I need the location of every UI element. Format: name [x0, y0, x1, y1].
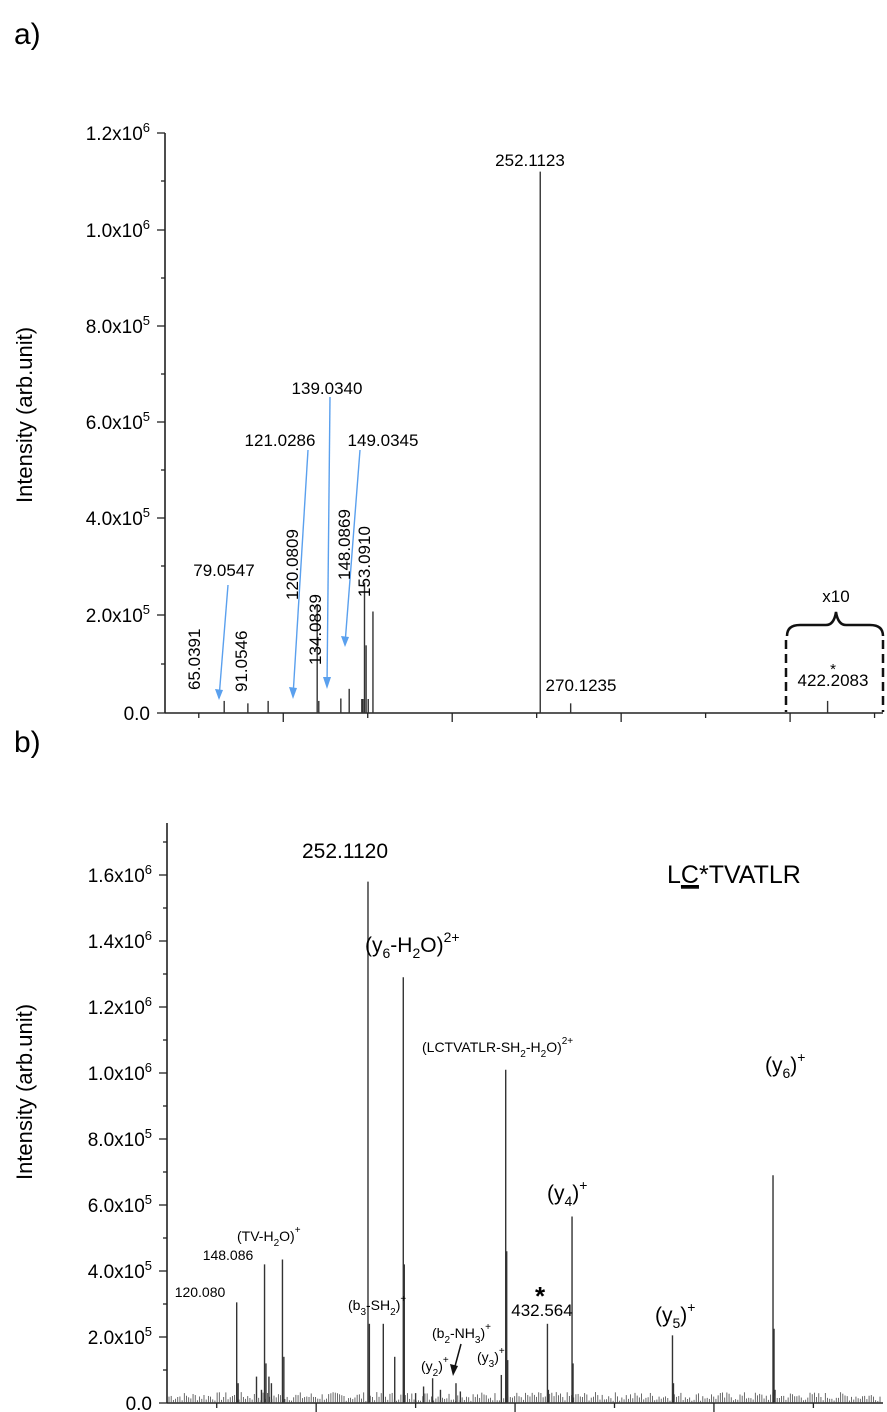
annotation-arrows-a	[215, 396, 361, 700]
peak-label-148-0869: 148.0869	[335, 509, 354, 580]
peaks-a	[223, 171, 829, 713]
star-marker-b: *	[535, 1281, 546, 1311]
peak-label-65-0391: 65.0391	[185, 629, 204, 690]
panel-label-b: b)	[14, 726, 41, 759]
peak-label-153-0910: 153.0910	[355, 526, 374, 597]
y-tick-label-a-6: 1.2x106	[86, 120, 150, 145]
y-tick-label-b-1: 2.0x105	[88, 1324, 152, 1349]
y-tick-label-a-4: 8.0x105	[86, 313, 150, 338]
y-tick-label-b-6: 1.2x106	[88, 994, 152, 1019]
peak-label-y6-plus: (y6)+	[765, 1049, 805, 1081]
zoom-region-a: x10 *	[784, 587, 885, 712]
zoom-factor-label: x10	[822, 587, 849, 606]
peak-labels-a: 252.1123 139.0340 121.0286 149.0345 79.0…	[185, 151, 868, 695]
panel-a: a) Intensity (arb.unit) 0.0 2.0x105 4.0x…	[12, 18, 885, 725]
y-tick-label-a-0: 0.0	[124, 704, 150, 725]
star-marker-a: *	[830, 661, 836, 678]
y-tick-label-a-2: 4.0x105	[86, 505, 150, 530]
peak-label-lctvatlr: (LCTVATLR-SH2-H2O)2+	[422, 1036, 573, 1060]
y-tick-labels-a: 0.0 2.0x105 4.0x105 6.0x105 8.0x105 1.0x…	[86, 120, 150, 725]
peak-label-134-0839: 134.0839	[306, 594, 325, 665]
peaks-b	[235, 881, 774, 1403]
y-tick-label-b-2: 4.0x105	[88, 1258, 152, 1283]
x-ticks-b	[216, 1403, 815, 1412]
y-tick-label-a-3: 6.0x105	[86, 409, 150, 434]
y-tick-label-b-0: 0.0	[126, 1394, 152, 1412]
x-ticks-a	[198, 713, 876, 722]
peak-label-y6-h2o-2plus: (y6-H2O)2+	[365, 929, 460, 961]
panel-b-background	[0, 722, 887, 762]
peak-label-y3: (y3)+	[477, 1346, 505, 1370]
y-axis-title-a: Intensity (arb.unit)	[12, 327, 37, 503]
peak-label-149-0345: 149.0345	[348, 431, 419, 450]
peak-label-422-2083: 422.2083	[798, 671, 869, 690]
peak-labels-b: 252.1120 (y6-H2O)2+ (LCTVATLR-SH2-H2O)2+…	[175, 840, 806, 1379]
peak-label-y4-plus: (y4)+	[547, 1177, 587, 1209]
peak-label-91-0546: 91.0546	[232, 631, 251, 692]
y-tick-label-b-5: 1.0x106	[88, 1060, 152, 1085]
peak-label-b2-nh3: (b2-NH3)+	[432, 1322, 491, 1346]
peak-label-y2: (y2)+	[421, 1355, 449, 1379]
peak-label-120-080: 120.080	[175, 1284, 226, 1300]
arrow-149-head	[341, 636, 349, 647]
peak-label-252-1123: 252.1123	[495, 151, 565, 170]
arrow-121	[292, 449, 309, 697]
y-tick-label-b-4: 8.0x105	[88, 1126, 152, 1151]
arrow-149	[344, 449, 361, 645]
arrow-79	[218, 584, 229, 699]
peak-label-tv-h2o: (TV-H2O)+	[237, 1225, 301, 1249]
arrow-121-head	[289, 687, 297, 699]
panel-b: b) Intensity (arb.unit) 0.0	[0, 722, 887, 1412]
peak-label-252-1120: 252.1120	[302, 840, 388, 863]
arrow-b2-nh3-head	[450, 1364, 458, 1376]
peak-label-79-0547: 79.0547	[193, 561, 254, 580]
arrow-139-head	[323, 677, 331, 689]
peak-label-148-086: 148.086	[203, 1247, 254, 1263]
peak-label-y5-plus: (y5)+	[655, 1299, 695, 1331]
peak-label-139-0340: 139.0340	[292, 379, 363, 398]
axes-a	[157, 132, 883, 714]
peak-label-121-0286: 121.0286	[245, 431, 316, 450]
arrow-79-head	[215, 689, 223, 700]
panel-label-a: a)	[14, 18, 41, 51]
peak-label-432-564: 432.564	[511, 1301, 572, 1320]
y-axis-title-b: Intensity (arb.unit)	[12, 1004, 37, 1180]
y-tick-label-a-5: 1.0x106	[86, 217, 150, 242]
peak-label-270-1235: 270.1235	[546, 676, 617, 695]
y-tick-label-b-3: 6.0x105	[88, 1192, 152, 1217]
zoom-brace	[785, 611, 885, 637]
y-tick-label-b-7: 1.4x106	[88, 928, 152, 953]
y-tick-labels-b: 0.0 2.0x105 4.0x105 6.0x105 8.0x105 1.0x…	[88, 862, 152, 1412]
arrow-139	[326, 396, 331, 687]
y-tick-label-a-1: 2.0x105	[86, 602, 150, 627]
peak-label-b3-sh2: (b3-SH2)+	[348, 1294, 406, 1318]
y-tick-label-b-8: 1.6x106	[88, 862, 152, 887]
peak-label-120-0809: 120.0809	[283, 529, 302, 600]
peptide-sequence-label: LC*TVATLR	[667, 861, 801, 889]
